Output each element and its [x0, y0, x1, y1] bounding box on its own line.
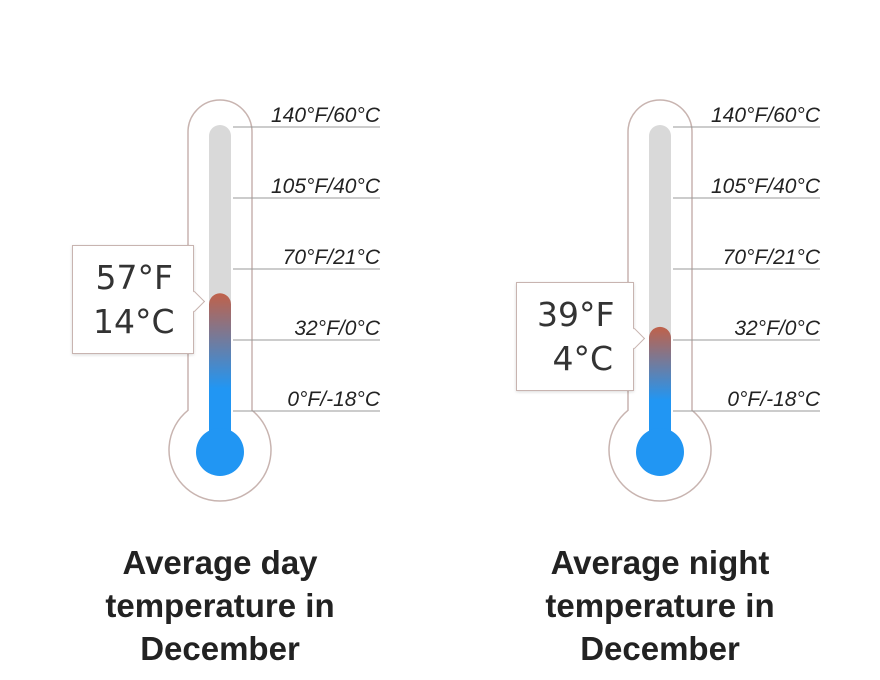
- day-tick-label-0: 140°F/60°C: [271, 104, 381, 127]
- day-value-celsius: 14°C: [93, 302, 175, 341]
- night-tick-label-0: 140°F/60°C: [711, 104, 821, 127]
- day-value-callout: 57°F 14°C: [72, 245, 206, 354]
- night-tick-label-4: 0°F/-18°C: [727, 388, 820, 411]
- night-mercury-bulb: [636, 428, 684, 476]
- day-chart-title: Average day temperature in December: [105, 544, 335, 667]
- day-value-fahrenheit: 57°F: [95, 258, 173, 297]
- day-mercury-bulb: [196, 428, 244, 476]
- day-tick-label-4: 0°F/-18°C: [287, 388, 380, 411]
- night-tick-label-1: 105°F/40°C: [711, 175, 821, 198]
- day-tick-label-2: 70°F/21°C: [283, 246, 381, 269]
- night-tick-label-2: 70°F/21°C: [723, 246, 821, 269]
- night-tick-label-3: 32°F/0°C: [734, 317, 820, 340]
- night-value-fahrenheit: 39°F: [537, 295, 615, 334]
- night-value-celsius: 4°C: [552, 339, 613, 378]
- day-mercury-column: [209, 293, 231, 440]
- day-tick-label-1: 105°F/40°C: [271, 175, 381, 198]
- night-mercury-column: [649, 326, 671, 440]
- day-tick-label-3: 32°F/0°C: [294, 317, 380, 340]
- night-value-callout: 39°F 4°C: [516, 282, 646, 391]
- night-chart-title: Average night temperature in December: [545, 544, 775, 667]
